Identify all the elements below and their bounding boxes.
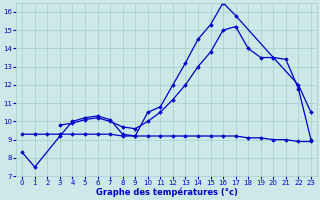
X-axis label: Graphe des températures (°c): Graphe des températures (°c): [96, 188, 237, 197]
